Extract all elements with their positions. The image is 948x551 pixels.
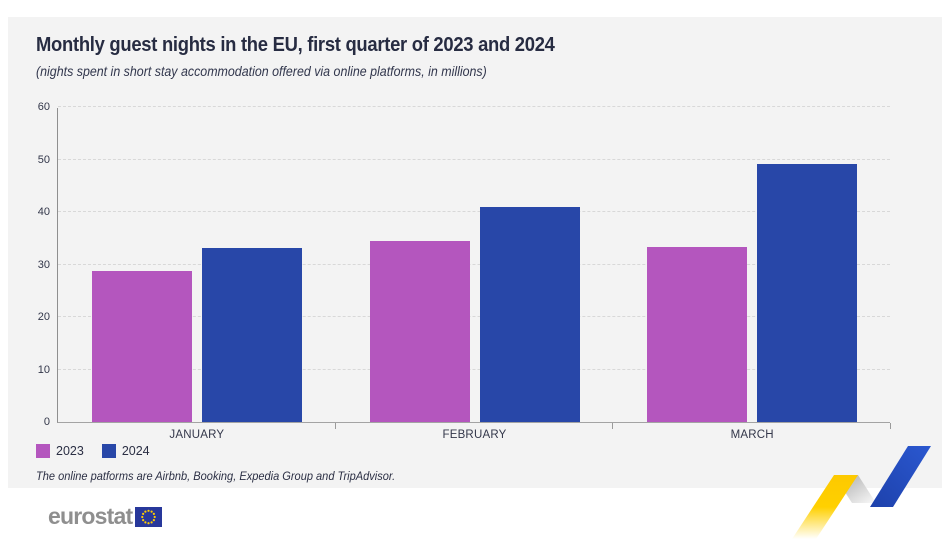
x-axis-label-march: MARCH <box>730 429 774 441</box>
gridline-40 <box>58 211 890 212</box>
chart-legend: 2023 2024 <box>36 444 150 458</box>
chart-title: Monthly guest nights in the EU, first qu… <box>36 34 555 56</box>
ribbon-band-yellow <box>792 475 858 539</box>
legend-item-2024: 2024 <box>101 444 150 458</box>
plot-area: JANUARY FEBRUARY MARCH <box>57 106 891 441</box>
y-axis-label-40: 40 <box>37 206 50 218</box>
gridline-60 <box>58 106 890 107</box>
x-axis-tick <box>334 423 336 429</box>
y-axis-label-0: 0 <box>43 416 50 428</box>
legend-label-2023: 2023 <box>56 444 84 458</box>
chart-footnote: The online patforms are Airbnb, Booking,… <box>36 469 396 483</box>
bar-2023-march <box>647 247 748 422</box>
eu-flag-stars <box>141 509 157 524</box>
legend-swatch-2024 <box>101 444 116 458</box>
y-axis-label-20: 20 <box>37 311 50 323</box>
bar-2024-march <box>757 163 858 422</box>
bar-2023-january <box>91 271 192 422</box>
eu-flag-icon <box>135 506 163 527</box>
x-axis-tick <box>612 423 614 429</box>
x-axis-label-february: FEBRUARY <box>442 429 507 441</box>
x-axis-label-january: JANUARY <box>169 429 225 441</box>
y-axis-label-50: 50 <box>37 153 50 166</box>
chart-subtitle: (nights spent in short stay accommodatio… <box>36 64 487 79</box>
gridline-20 <box>58 316 890 317</box>
eurostat-logo: eurostat <box>48 503 163 530</box>
y-axis-label-10: 10 <box>37 363 50 376</box>
bar-2024-february <box>479 206 580 422</box>
gridline-50 <box>58 158 890 160</box>
trend-arrow-graphic <box>792 446 931 539</box>
eurostat-logo-text: eurostat <box>48 503 133 529</box>
bar-2023-february <box>369 240 470 422</box>
gridline-10 <box>58 368 890 370</box>
legend-label-2024: 2024 <box>121 444 150 458</box>
x-axis-tick <box>890 423 891 429</box>
y-axis-label-30: 30 <box>37 258 50 271</box>
gridline-30 <box>58 263 890 265</box>
ribbon-band-blue <box>870 446 931 507</box>
bar-2024-january <box>201 247 302 422</box>
legend-item-2023: 2023 <box>36 444 84 458</box>
legend-swatch-2023 <box>36 444 50 458</box>
y-axis-label-60: 60 <box>37 101 50 113</box>
